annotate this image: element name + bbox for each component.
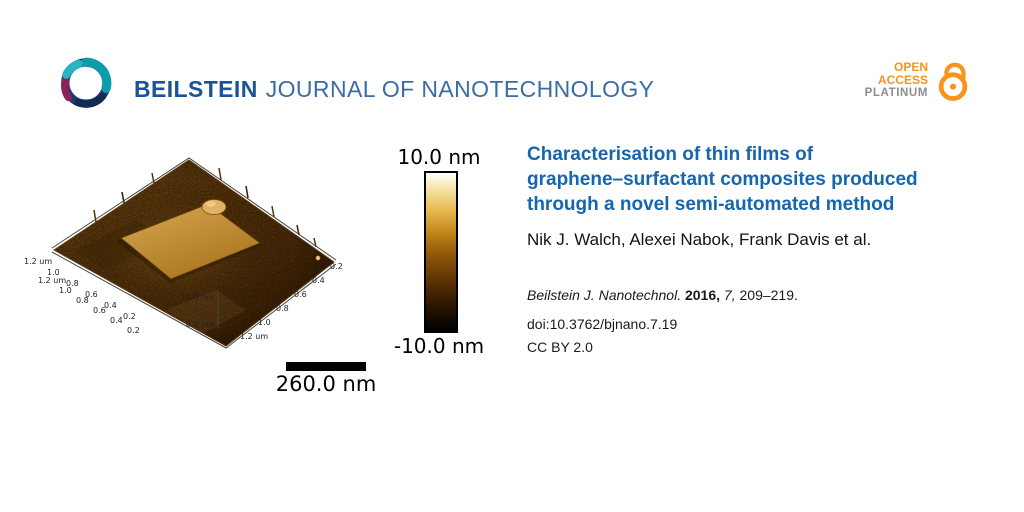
axis-label: 0.8 <box>66 279 79 288</box>
citation-volume: 7, <box>723 287 736 303</box>
brand-name: BEILSTEIN <box>134 76 258 102</box>
citation-journal: Beilstein J. Nanotechnol. <box>527 287 682 303</box>
scale-bar-label: 260.0 nm <box>275 372 377 396</box>
article-license: CC BY 2.0 <box>527 339 593 355</box>
axis-label: 0.6 <box>85 290 98 299</box>
afm-axis-labels: 1.2 um 1.0 0.8 0.6 0.4 0.2 1.2 um 1.0 0.… <box>24 257 343 341</box>
axis-label: 0.8 <box>276 304 289 313</box>
open-lock-icon <box>938 62 968 101</box>
colorbar-max-label: 10.0 nm <box>397 145 481 169</box>
beilstein-logo-icon <box>61 57 112 108</box>
open-access-line3: PLATINUM <box>864 86 928 99</box>
afm-3d-image: 1.2 um 1.0 0.8 0.6 0.4 0.2 1.2 um 1.0 0.… <box>24 157 343 349</box>
afm-axes <box>51 157 337 349</box>
axis-label: 1.0 <box>47 268 60 277</box>
citation-pages: 209–219. <box>739 287 798 303</box>
afm-plateau <box>116 199 321 283</box>
article-authors: Nik J. Walch, Alexei Nabok, Frank Davis … <box>527 230 872 249</box>
article-citation-line: Beilstein J. Nanotechnol. 2016, 7, 209–2… <box>527 287 982 303</box>
axis-label: 0.6 <box>294 290 307 299</box>
axis-label: 0.4 <box>312 276 325 285</box>
article-title-line2: graphene–surfactant composites produced <box>527 169 918 190</box>
citation-year: 2016, <box>684 287 721 303</box>
axis-label: 0.2 <box>127 326 140 335</box>
open-access-line1: OPEN <box>893 59 928 74</box>
z-axis-top-label: 10.0 nm <box>181 293 214 302</box>
axis-label: 1.2 um <box>24 257 52 266</box>
article-title-line3: through a novel semi-automated method <box>527 194 895 215</box>
axis-label: 0.2 <box>330 262 343 271</box>
colorbar-min-label: -10.0 nm <box>393 334 485 358</box>
journal-brand: BEILSTEIN JOURNAL OF NANOTECHNOLOGY <box>134 76 654 103</box>
axis-label: 0.4 <box>110 316 123 325</box>
article-title: Characterisation of thin films of graphe… <box>527 142 982 217</box>
open-access-line2: ACCESS <box>877 72 928 87</box>
axis-label: 0.6 <box>93 306 106 315</box>
axis-label: 1.0 <box>258 318 271 327</box>
axis-label: 1.2 um <box>38 276 66 285</box>
axis-label: 0.4 <box>104 301 117 310</box>
axis-label: 0.2 <box>123 312 136 321</box>
colorbar-gradient <box>424 171 458 333</box>
article-title-line1: Characterisation of thin films of <box>527 144 814 165</box>
article-citation-block: Characterisation of thin films of graphe… <box>527 142 982 355</box>
article-doi: doi:10.3762/bjnano.7.19 <box>527 316 678 332</box>
scale-bar <box>286 362 366 371</box>
z-axis-bottom-label: 0.0 nm <box>186 320 214 329</box>
brand-subtitle: JOURNAL OF NANOTECHNOLOGY <box>265 76 655 102</box>
axis-label: 0.8 <box>76 296 89 305</box>
open-access-badge: OPEN ACCESS PLATINUM <box>842 57 972 103</box>
axis-label: 1.0 <box>59 286 72 295</box>
open-access-text: OPEN ACCESS PLATINUM <box>842 59 928 100</box>
axis-label: 1.2 um <box>240 332 268 341</box>
